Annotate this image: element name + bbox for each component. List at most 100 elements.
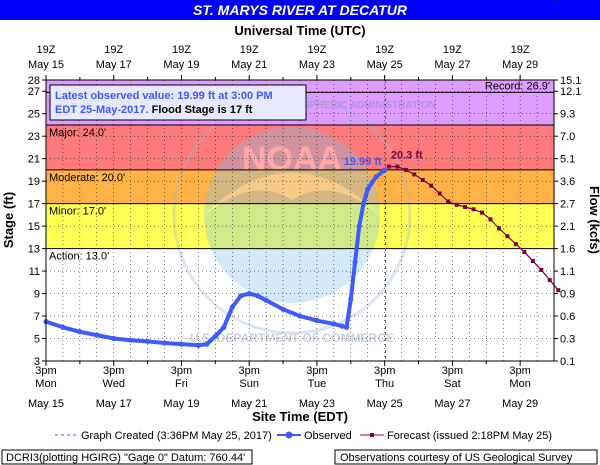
forecast-point bbox=[386, 164, 391, 169]
x-tick-date: May 15 bbox=[28, 398, 64, 410]
legend-forecast-marker bbox=[370, 433, 374, 437]
top-tick-date: May 17 bbox=[96, 59, 132, 71]
top-tick-time: 19Z bbox=[240, 44, 259, 56]
x-tick-time: 3pm bbox=[306, 365, 327, 377]
forecast-point bbox=[530, 258, 535, 263]
footer-left-text: DCRI3(plotting HGIRG) "Gage 0" Datum: 76… bbox=[6, 452, 245, 464]
forecast-point bbox=[547, 278, 552, 283]
x-tick-date: May 25 bbox=[367, 398, 403, 410]
observed-point bbox=[212, 333, 218, 339]
latest-value-annotation: Latest observed value: 19.99 ft at 3:00 … bbox=[49, 84, 307, 121]
observed-point bbox=[360, 201, 367, 207]
x-tick-day: Fri bbox=[175, 378, 188, 390]
y2-tick-label: 0.9 bbox=[560, 289, 575, 301]
observed-point bbox=[280, 306, 286, 312]
forecast-point bbox=[496, 226, 501, 231]
observed-point bbox=[255, 293, 261, 299]
x-tick-time: 3pm bbox=[35, 365, 56, 377]
data-series: 19.99 ft 20.3 ft bbox=[43, 80, 561, 361]
x-tick-time: 3pm bbox=[442, 365, 463, 377]
forecast-point bbox=[539, 267, 544, 272]
x-tick-day: Mon bbox=[509, 378, 530, 390]
top-tick-date: May 23 bbox=[299, 59, 335, 71]
y2-tick-label: 3.6 bbox=[560, 176, 575, 188]
watermark-gull-shape bbox=[204, 172, 380, 215]
y-tick-label: 23 bbox=[28, 131, 40, 143]
y-tick-label: 11 bbox=[29, 266, 40, 278]
y-tick-label: 3 bbox=[34, 356, 40, 368]
top-tick-time: 19Z bbox=[104, 44, 123, 56]
x-tick-date: May 19 bbox=[163, 398, 199, 410]
top-tick-date: May 29 bbox=[502, 59, 538, 71]
y-tick-label: 28 bbox=[28, 75, 40, 87]
forecast-point bbox=[420, 178, 425, 183]
watermark-inner-circle bbox=[204, 127, 380, 303]
x-tick-day: Mon bbox=[35, 378, 56, 390]
forecast-point bbox=[446, 199, 451, 204]
footer-left-box bbox=[1, 449, 253, 465]
x-tick-date: May 29 bbox=[502, 398, 538, 410]
plot-frame bbox=[45, 79, 555, 362]
observed-point bbox=[128, 337, 134, 343]
flood-band bbox=[46, 169, 554, 204]
forecast-point bbox=[488, 217, 493, 222]
y2-tick-label: 2.1 bbox=[560, 221, 575, 233]
watermark-bottom-text: U.S. DEPARTMENT OF COMMERCE bbox=[190, 331, 394, 345]
y-tick-label: 15 bbox=[28, 221, 40, 233]
top-tick-time: 19Z bbox=[172, 44, 191, 56]
legend-graph-created-label: Graph Created (3:36PM May 25, 2017) bbox=[81, 430, 272, 442]
observed-point bbox=[238, 293, 244, 299]
legend-observed-label: Observed bbox=[304, 430, 352, 442]
x-tick-day: Tue bbox=[308, 378, 327, 390]
forecast-point bbox=[412, 172, 417, 177]
observed-point bbox=[331, 321, 337, 327]
y2-axis-title: Flow (kcfs) bbox=[587, 186, 600, 254]
annotation-line-2a: EDT 25-May-2017. bbox=[55, 104, 149, 116]
observed-point bbox=[356, 223, 362, 229]
annotation-box bbox=[49, 84, 307, 121]
y2-tick-label: 1.1 bbox=[560, 266, 575, 278]
chart-title: ST. MARYS RIVER AT DECATUR bbox=[193, 2, 408, 18]
watermark-center-text: NOAA bbox=[242, 140, 342, 178]
observed-point bbox=[161, 340, 168, 346]
observed-point bbox=[60, 324, 66, 330]
observed-point bbox=[365, 186, 371, 192]
observed-point bbox=[111, 335, 117, 342]
observed-point bbox=[263, 297, 269, 303]
legend-forecast-label: Forecast (issued 2:18PM May 25) bbox=[387, 430, 552, 442]
observed-value-label: 19.99 ft bbox=[344, 156, 382, 168]
footer-right-text: Observations courtesy of US Geological S… bbox=[340, 452, 573, 464]
annotation-line-1: Latest observed value: 19.99 ft at 3:00 … bbox=[55, 90, 273, 102]
y-tick-label: 21 bbox=[28, 154, 40, 166]
x-tick-day: Sun bbox=[239, 378, 259, 390]
y-tick-label: 13 bbox=[28, 244, 40, 256]
annotation-line-2: EDT 25-May-2017. Flood Stage is 17 ft bbox=[55, 104, 253, 116]
flood-label: Action: 13.0' bbox=[49, 251, 109, 263]
observed-point bbox=[343, 324, 350, 330]
x-tick-date: May 17 bbox=[96, 398, 132, 410]
y-tick-label: 19 bbox=[28, 176, 40, 188]
flood-label: Moderate: 20.0' bbox=[49, 172, 125, 184]
y-tick-label: 9 bbox=[34, 289, 40, 301]
top-tick-date: May 25 bbox=[367, 59, 403, 71]
forecast-value-label: 20.3 ft bbox=[391, 150, 423, 162]
top-tick-date: May 19 bbox=[163, 59, 199, 71]
x-tick-time: 3pm bbox=[103, 365, 124, 377]
observed-point bbox=[339, 323, 345, 329]
y-axis-title: Stage (ft) bbox=[1, 192, 16, 248]
y2-tick-label: 0.1 bbox=[560, 356, 575, 368]
observed-point bbox=[348, 296, 354, 302]
top-tick-time: 19Z bbox=[37, 44, 56, 56]
y2-tick-label: 2.7 bbox=[560, 199, 575, 211]
flood-label: Major: 24.0' bbox=[49, 127, 106, 139]
forecast-point bbox=[463, 205, 468, 210]
axes: 3579111315171921232527280.10.30.60.91.11… bbox=[28, 0, 581, 410]
y2-tick-label: 7.0 bbox=[560, 131, 575, 143]
annotation-line-2b: Flood Stage is 17 ft bbox=[149, 104, 253, 116]
y-tick-label: 25 bbox=[28, 109, 40, 121]
top-tick-time: 19Z bbox=[375, 44, 394, 56]
y2-tick-label: 9.3 bbox=[560, 109, 575, 121]
footer-right-box bbox=[334, 449, 598, 465]
y2-tick-label: 0.6 bbox=[560, 311, 575, 323]
forecast-point bbox=[454, 202, 459, 207]
